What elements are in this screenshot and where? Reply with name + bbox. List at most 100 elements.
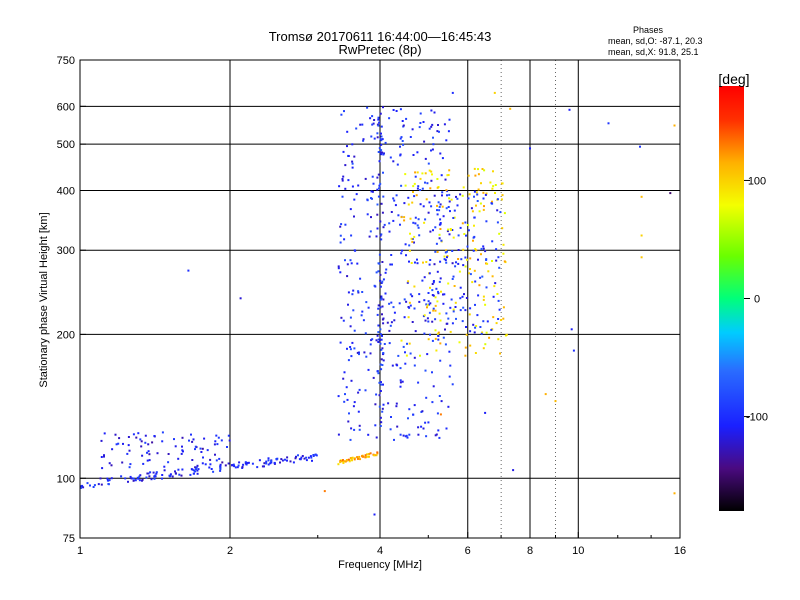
data-point	[439, 203, 442, 206]
data-point	[423, 314, 426, 317]
data-point	[388, 230, 391, 233]
data-point	[500, 319, 503, 321]
data-point	[466, 245, 469, 248]
data-point	[214, 440, 217, 443]
data-point	[474, 248, 477, 250]
data-point	[295, 455, 297, 458]
data-point	[433, 263, 436, 266]
data-point	[375, 454, 378, 457]
data-point	[419, 122, 422, 124]
data-point	[194, 448, 196, 451]
data-point	[405, 254, 407, 257]
data-point	[495, 322, 498, 325]
data-point	[377, 118, 380, 121]
data-point	[280, 458, 283, 461]
data-point	[433, 111, 436, 114]
data-point	[424, 421, 427, 424]
x-tick-label: 1	[77, 545, 83, 557]
data-point	[436, 412, 439, 415]
data-point	[351, 143, 354, 146]
data-point	[405, 117, 408, 120]
data-point	[386, 321, 389, 324]
data-point	[430, 109, 433, 112]
data-point	[210, 468, 213, 470]
data-point	[303, 457, 306, 460]
data-point	[503, 212, 506, 215]
data-point	[294, 457, 297, 460]
data-point	[396, 364, 399, 367]
data-point	[424, 319, 427, 322]
data-point	[461, 222, 464, 225]
data-point	[273, 462, 276, 464]
data-point	[392, 306, 395, 309]
data-point	[128, 449, 131, 452]
data-point	[425, 396, 428, 399]
data-point	[382, 153, 385, 156]
data-point	[410, 262, 413, 264]
data-point	[438, 209, 441, 212]
x-tick-label: 16	[674, 545, 686, 557]
chart-title-line1: Tromsø 20170611 16:44:00—16:45:43	[269, 29, 492, 44]
data-point	[529, 147, 531, 150]
data-point	[380, 233, 383, 236]
data-point	[437, 201, 440, 204]
data-point	[446, 230, 449, 233]
data-point	[464, 309, 467, 312]
data-point	[398, 302, 401, 305]
data-point	[353, 249, 356, 252]
data-point	[376, 176, 379, 179]
data-point	[445, 427, 448, 430]
data-point	[434, 250, 437, 253]
data-point	[392, 197, 395, 200]
data-point	[383, 152, 385, 155]
data-point	[433, 194, 436, 197]
data-point	[218, 457, 221, 460]
data-point	[353, 457, 356, 460]
data-point	[191, 440, 194, 443]
data-point	[485, 262, 487, 265]
data-point	[469, 273, 472, 276]
data-point	[426, 353, 429, 356]
data-point	[379, 182, 382, 185]
data-point	[422, 261, 424, 264]
data-point	[423, 276, 426, 279]
data-point	[467, 197, 470, 200]
data-point	[436, 300, 439, 303]
data-point	[161, 474, 164, 476]
data-point	[431, 294, 434, 296]
data-point	[393, 438, 395, 441]
colorbar-tick-label: 100	[748, 175, 766, 187]
data-point	[343, 238, 346, 241]
data-point	[377, 331, 380, 334]
data-point	[341, 178, 344, 180]
data-point	[362, 319, 365, 322]
y-axis-label: Stationary phase Virtual Height [km]	[38, 212, 50, 387]
data-point	[382, 226, 385, 229]
data-point	[382, 383, 384, 386]
data-point	[453, 209, 456, 212]
data-point	[388, 117, 391, 120]
data-point	[445, 261, 448, 264]
data-point	[224, 464, 227, 467]
data-point	[370, 135, 373, 138]
data-point	[452, 217, 455, 219]
data-point	[150, 478, 153, 481]
data-point	[454, 265, 457, 268]
data-point	[372, 122, 375, 125]
data-point	[438, 233, 441, 236]
data-point	[219, 466, 222, 469]
data-point	[265, 460, 268, 463]
data-point	[395, 110, 398, 112]
data-point	[364, 177, 367, 180]
data-point	[375, 436, 378, 439]
data-point	[129, 475, 132, 478]
data-point	[408, 301, 411, 304]
data-point	[378, 160, 381, 163]
data-point	[447, 228, 450, 231]
data-point	[379, 333, 382, 336]
data-point	[421, 410, 424, 413]
data-point	[178, 473, 181, 476]
data-point	[438, 130, 440, 133]
data-point	[477, 188, 480, 191]
data-point	[439, 228, 442, 230]
